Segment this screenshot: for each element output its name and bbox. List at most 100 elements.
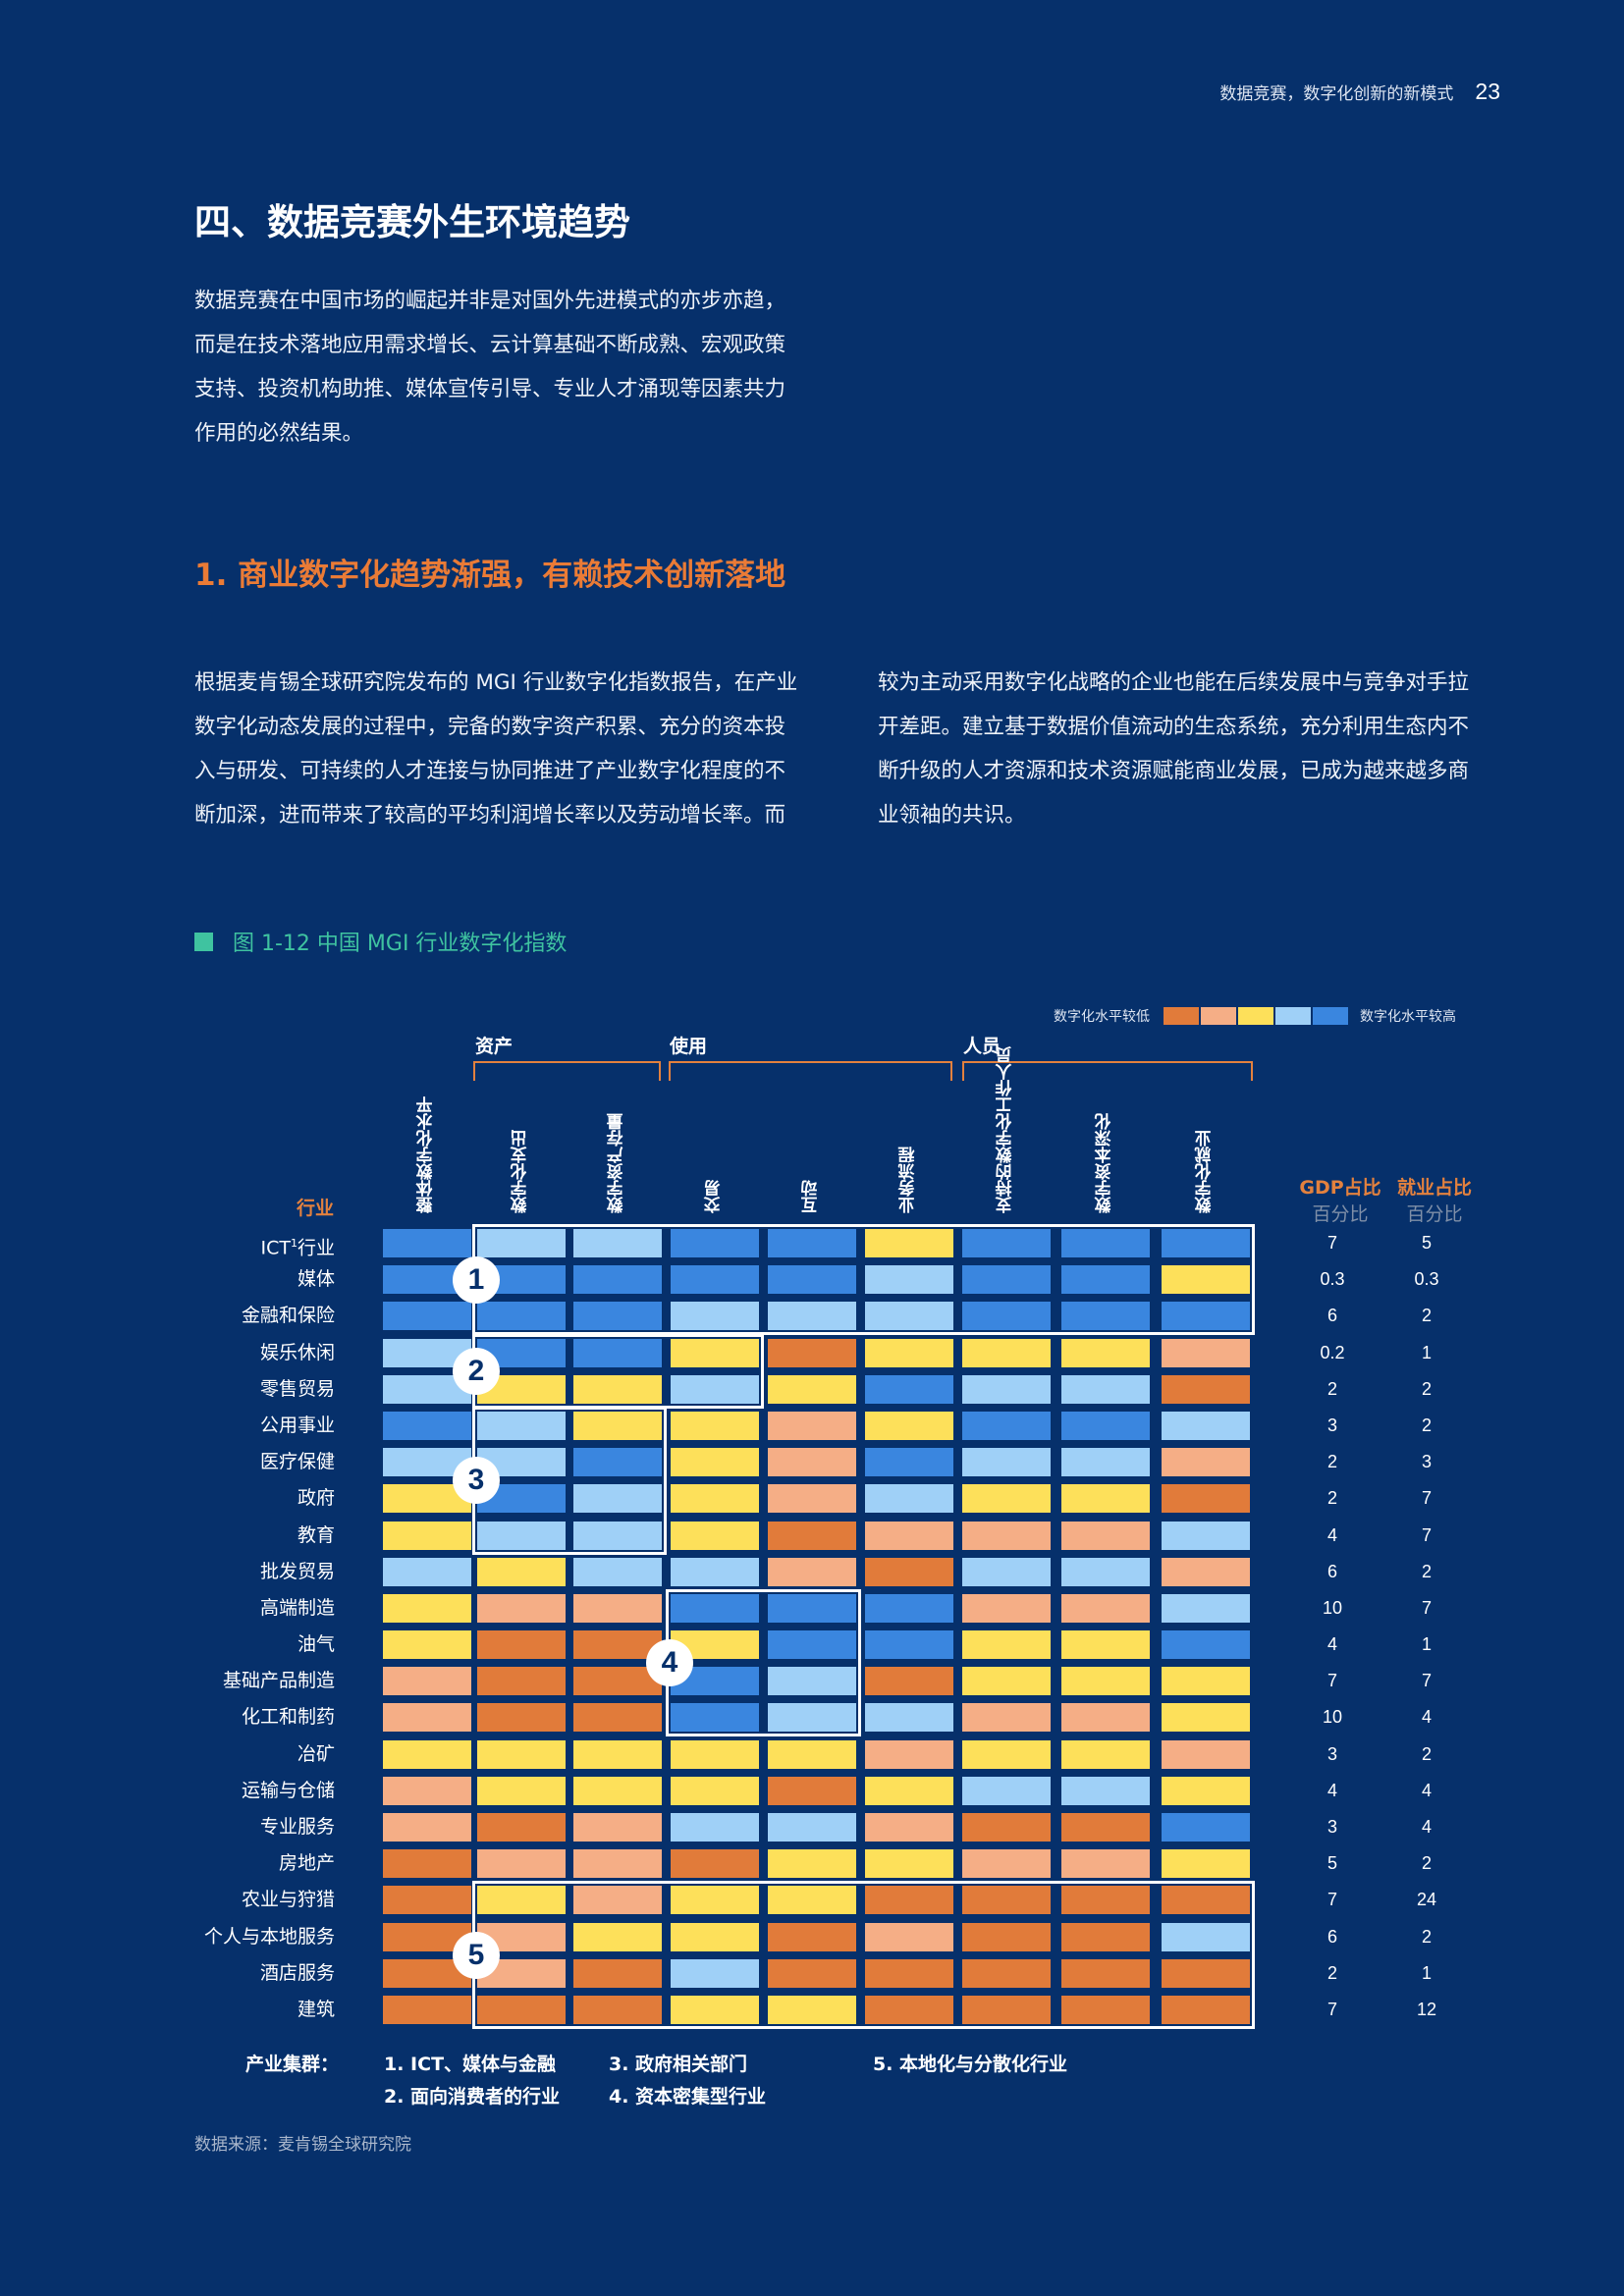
heatmap-cell xyxy=(1162,1593,1250,1623)
cluster-key-3: 3. 政府相关部门 xyxy=(609,2054,748,2075)
heatmap-cell xyxy=(1162,1448,1250,1477)
employment-share-value: 2 xyxy=(1421,1415,1432,1435)
group-label-assets: 资产 xyxy=(475,1036,514,1057)
legend-swatch xyxy=(1238,1007,1273,1025)
body-line: 数字化动态发展的过程中，完备的数字资产积累、充分的资本投 xyxy=(194,715,786,739)
heatmap-cell xyxy=(477,1667,566,1696)
heatmap-cell xyxy=(865,1557,953,1586)
row-label: 高端制造 xyxy=(259,1596,335,1619)
intro-paragraph: 数据竞赛在中国市场的崛起并非是对国外先进模式的亦步亦趋， 而是在技术落地应用需求… xyxy=(194,279,823,455)
employment-share-value: 2 xyxy=(1421,1926,1432,1947)
heatmap-cell xyxy=(1061,1886,1150,1915)
gdp-share-value: 6 xyxy=(1326,1561,1337,1581)
intro-line: 支持、投资机构助推、媒体宣传引导、专业人才涌现等因素共力 xyxy=(194,377,786,401)
heatmap-cell xyxy=(383,1229,471,1257)
heatmap-cell xyxy=(383,1521,471,1550)
heatmap-cell xyxy=(962,1886,1051,1915)
heatmap-cell xyxy=(865,1630,953,1660)
row-label: 金融和保险 xyxy=(241,1305,335,1327)
heatmap-cell xyxy=(768,1849,856,1879)
heatmap-cell xyxy=(768,1667,856,1696)
heatmap-cell xyxy=(1162,1411,1250,1440)
heatmap-cell xyxy=(671,1521,759,1550)
data-source: 数据来源：麦肯锡全球研究院 xyxy=(194,2135,411,2155)
heatmap-cell xyxy=(962,1739,1051,1769)
figure-caption-text: 图 1-12 中国 MGI 行业数字化指数 xyxy=(233,932,568,956)
row-label: 化工和制药 xyxy=(241,1706,335,1729)
heatmap-cell xyxy=(865,1703,953,1733)
gdp-share-value: 7 xyxy=(1326,1671,1337,1691)
section-title: 四、数据竞赛外生环境趋势 xyxy=(194,201,630,243)
heatmap-cell xyxy=(1061,1739,1150,1769)
heatmap-cell xyxy=(865,1776,953,1805)
heatmap-cell xyxy=(671,1886,759,1915)
heatmap-cell xyxy=(573,1557,662,1586)
gdp-share-value: 3 xyxy=(1326,1743,1337,1764)
heatmap-cell xyxy=(768,1557,856,1586)
heatmap-cell xyxy=(477,1813,566,1842)
heatmap-cell xyxy=(1162,1849,1250,1879)
cluster-key-5: 5. 本地化与分散化行业 xyxy=(873,2054,1068,2075)
heatmap-cell xyxy=(1061,1703,1150,1733)
heatmap-cell xyxy=(865,1374,953,1404)
column-header-label: 支持的数字化工作人员 xyxy=(996,1046,1016,1213)
gdp-share-value: 0.3 xyxy=(1320,1269,1345,1290)
intro-line: 作用的必然结果。 xyxy=(194,421,364,446)
row-label: 批发贸易 xyxy=(259,1560,335,1582)
heatmap-cell xyxy=(865,1265,953,1295)
cluster-key-1: 1. ICT、媒体与金融 xyxy=(384,2054,557,2075)
heatmap-cell xyxy=(865,1958,953,1988)
row-label: 建筑 xyxy=(297,1998,335,2020)
heatmap-cell xyxy=(865,1302,953,1331)
gdp-share-value: 4 xyxy=(1326,1780,1337,1800)
heatmap-cell xyxy=(768,1374,856,1404)
column-header: 互动 xyxy=(783,1074,841,1213)
heatmap-cell xyxy=(962,1958,1051,1988)
heatmap-cell xyxy=(962,1703,1051,1733)
heatmap-cell xyxy=(383,1302,471,1331)
heatmap-cell xyxy=(477,1886,566,1915)
heatmap-cell xyxy=(1162,1229,1250,1257)
row-label: 零售贸易 xyxy=(259,1377,335,1400)
heatmap-cell xyxy=(1061,1958,1150,1988)
heatmap-cell xyxy=(573,1922,662,1951)
heatmap-cell xyxy=(1162,1521,1250,1550)
heatmap-cell xyxy=(573,1302,662,1331)
heatmap-cell xyxy=(962,1265,1051,1295)
column-header: 数字化支出 xyxy=(492,1074,551,1213)
heatmap-cell xyxy=(768,1521,856,1550)
heatmap-cell xyxy=(1162,1265,1250,1295)
heatmap-cell xyxy=(383,1849,471,1879)
employment-share-value: 4 xyxy=(1421,1817,1432,1838)
legend-high-label: 数字化水平较高 xyxy=(1360,1009,1456,1025)
heatmap-cell xyxy=(477,1630,566,1660)
row-label: 油气 xyxy=(297,1633,335,1656)
heatmap-cell xyxy=(573,1886,662,1915)
heatmap-cell xyxy=(573,1265,662,1295)
row-label: 媒体 xyxy=(297,1268,335,1291)
caption-square-icon xyxy=(194,932,213,951)
heatmap-cell xyxy=(1061,1776,1150,1805)
gdp-share-value: 0.2 xyxy=(1320,1342,1345,1362)
heatmap-cell xyxy=(1061,1484,1150,1514)
heatmap-cell xyxy=(962,1776,1051,1805)
row-label: 个人与本地服务 xyxy=(203,1925,335,1948)
heatmap-cell xyxy=(671,1849,759,1879)
heatmap-cell xyxy=(865,1849,953,1879)
heatmap-cell xyxy=(1162,1484,1250,1514)
cluster-number: 2 xyxy=(453,1347,500,1395)
employment-share-value: 7 xyxy=(1421,1524,1432,1545)
heatmap-cell xyxy=(768,1630,856,1660)
row-label: 农业与狩猎 xyxy=(241,1889,335,1911)
heatmap-cell xyxy=(671,1265,759,1295)
column-header: 数字化就业 xyxy=(1176,1074,1235,1213)
heatmap-cell xyxy=(1061,1411,1150,1440)
heatmap-cell xyxy=(962,1338,1051,1367)
heatmap-cell xyxy=(768,1703,856,1733)
heatmap-cell xyxy=(573,1849,662,1879)
heatmap-cell xyxy=(671,1776,759,1805)
heatmap-cell xyxy=(768,1776,856,1805)
heatmap-cell xyxy=(962,1484,1051,1514)
group-label-people: 人员 xyxy=(963,1036,1001,1057)
heatmap-cell xyxy=(573,1593,662,1623)
